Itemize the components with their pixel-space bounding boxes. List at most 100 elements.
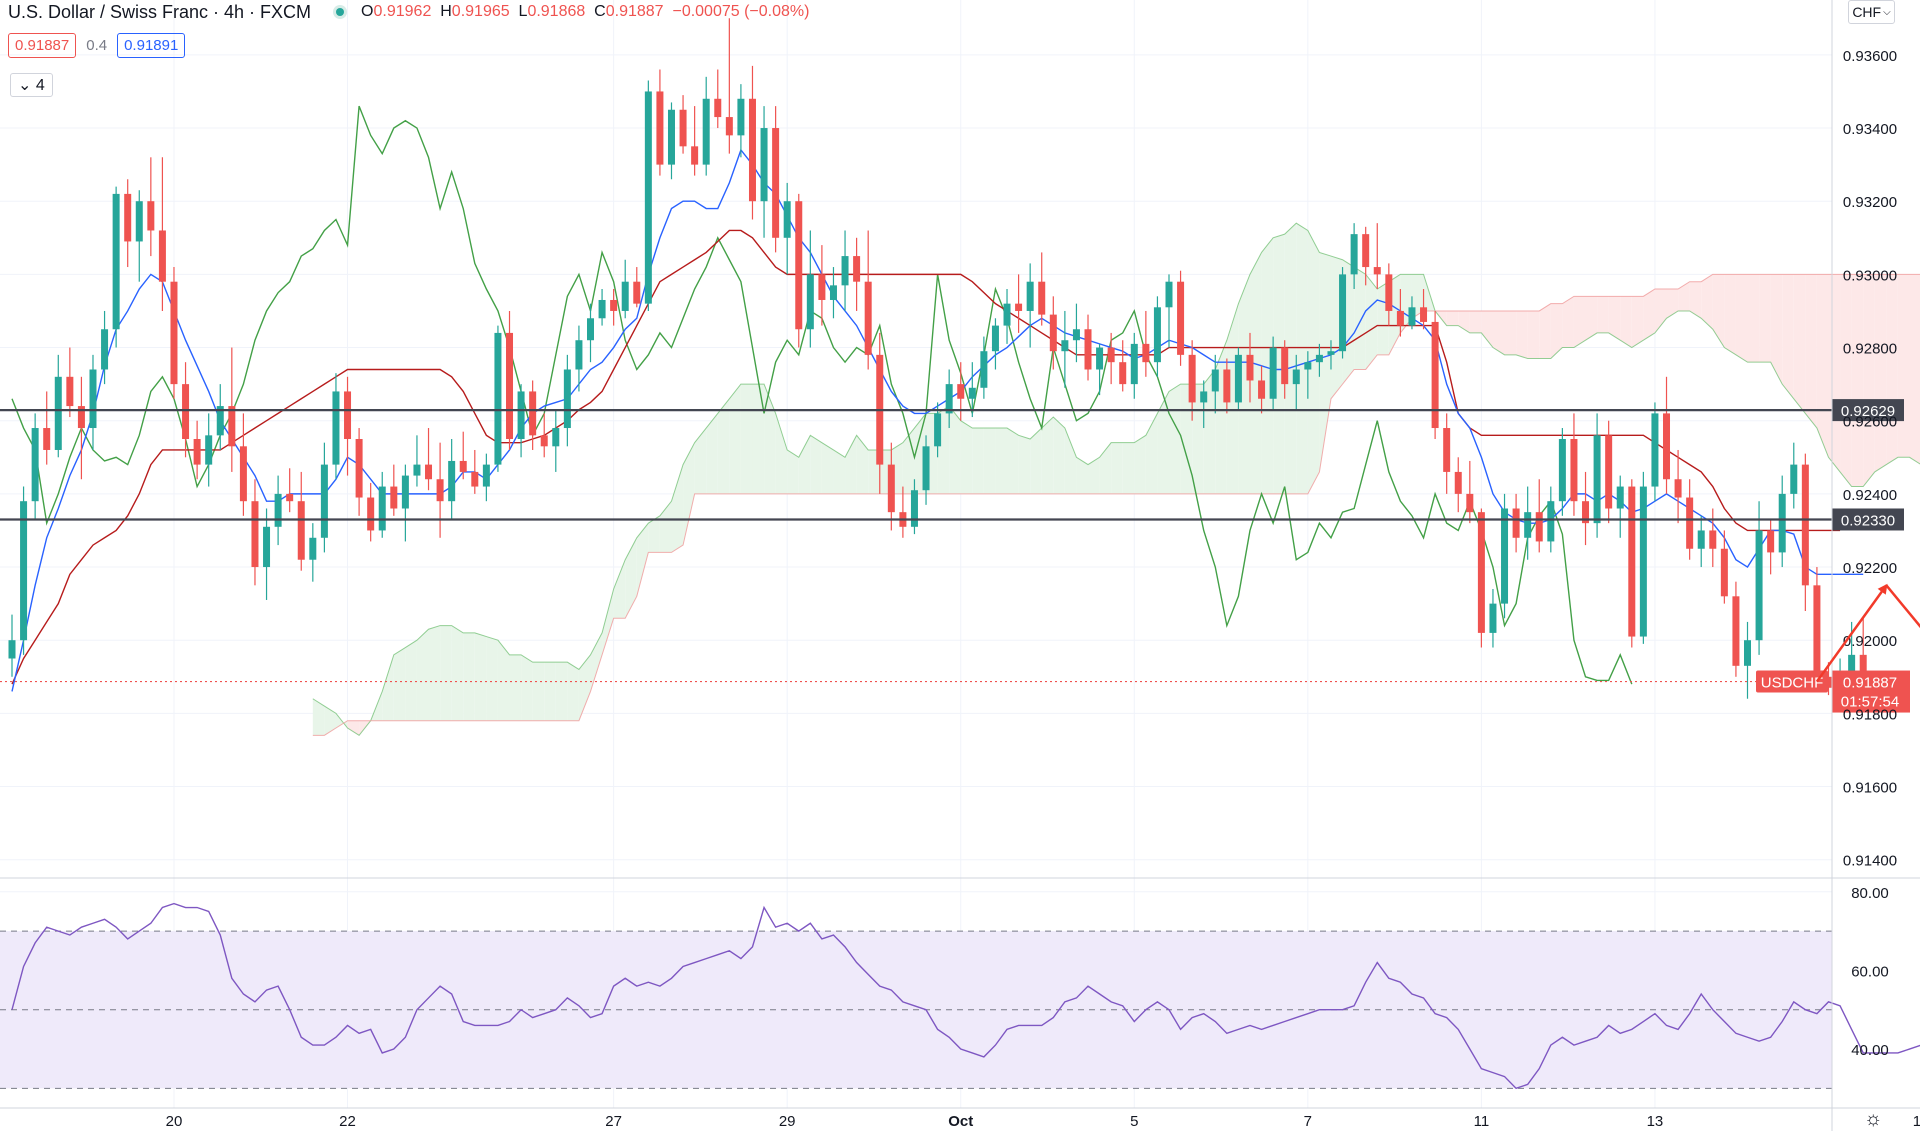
- candle-body: [829, 285, 837, 300]
- cloud-segment: [1712, 274, 1725, 348]
- candle-body: [101, 329, 109, 370]
- cloud-segment: [1735, 274, 1748, 363]
- current-price-label: 0.91887: [1843, 675, 1897, 692]
- candle: [1790, 442, 1798, 509]
- candle: [1801, 453, 1809, 611]
- candle: [1003, 289, 1011, 344]
- candle: [957, 362, 965, 421]
- candle: [864, 230, 872, 370]
- cloud-segment: [1088, 457, 1100, 494]
- candle-body: [193, 439, 201, 465]
- candle-body: [760, 128, 768, 202]
- time-tick-label: 22: [339, 1113, 356, 1130]
- candle-body: [1732, 596, 1740, 666]
- candle: [633, 267, 641, 308]
- candlestick-series[interactable]: [8, 18, 1867, 707]
- cloud-segment: [602, 588, 614, 655]
- candle-body: [251, 501, 259, 568]
- cloud-segment: [486, 636, 498, 721]
- cloud-segment: [1539, 303, 1551, 359]
- buy-button[interactable]: 0.91891: [117, 33, 186, 58]
- symbol-title[interactable]: U.S. Dollar / Swiss Franc · 4h · FXCM: [8, 1, 312, 22]
- candle-body: [1466, 493, 1474, 513]
- cloud-segment: [1701, 274, 1713, 330]
- sell-button[interactable]: 0.91887: [8, 33, 77, 58]
- cloud-segment: [1793, 274, 1806, 414]
- projection-arrows[interactable]: [1815, 583, 1920, 753]
- candle: [1142, 310, 1150, 377]
- horizontal-levels[interactable]: 0.92629 0.92330 USDCHF 0.91887 01:57:54: [0, 399, 1910, 713]
- candle-body: [494, 332, 502, 465]
- candle: [1813, 567, 1821, 685]
- candle-body: [401, 475, 409, 509]
- candle-body: [1234, 354, 1242, 403]
- candle: [1501, 493, 1509, 619]
- candle: [1489, 588, 1497, 648]
- cloud-segment: [1620, 296, 1632, 348]
- candle-body: [286, 493, 294, 502]
- candle: [1755, 501, 1763, 655]
- cloud-segment: [798, 435, 811, 494]
- candle-body: [737, 98, 745, 136]
- candle-body: [89, 369, 97, 429]
- candle: [448, 439, 456, 520]
- cloud-segment: [1585, 296, 1598, 341]
- candle: [112, 186, 120, 348]
- currency-menu[interactable]: CHF ⌵: [1848, 0, 1895, 24]
- candle-body: [621, 281, 629, 311]
- cloud-segment: [1492, 310, 1505, 355]
- indicators-collapse-button[interactable]: ⌄ 4: [10, 73, 53, 97]
- candle: [1084, 314, 1092, 381]
- candle-body: [1177, 281, 1185, 355]
- candle-body: [1697, 530, 1705, 549]
- candle: [205, 413, 213, 487]
- candle-body: [644, 91, 652, 304]
- cloud-segment: [1724, 274, 1736, 355]
- candle: [760, 106, 768, 238]
- candle-body: [725, 117, 733, 136]
- candle: [853, 237, 861, 311]
- cloud-segment: [671, 464, 684, 553]
- cloud-segment: [578, 654, 591, 721]
- candle-body: [714, 98, 722, 118]
- cloud-segment: [1018, 435, 1031, 494]
- candle-body: [1408, 307, 1416, 326]
- candle-body: [1153, 307, 1161, 363]
- candle-body: [1003, 303, 1011, 326]
- candle-body: [1165, 281, 1173, 308]
- candle: [887, 442, 895, 531]
- candle-body: [702, 98, 710, 165]
- candle: [575, 325, 583, 392]
- candle-body: [1443, 428, 1451, 472]
- candle-body: [1639, 486, 1647, 637]
- candle: [344, 376, 352, 476]
- candle-body: [1744, 640, 1751, 666]
- candle: [1744, 621, 1751, 699]
- cloud-segment: [1481, 310, 1493, 348]
- candle: [795, 193, 803, 348]
- time-tick-label: 20: [166, 1113, 183, 1130]
- candle: [910, 479, 918, 535]
- candle: [980, 336, 988, 399]
- candle-body: [1501, 508, 1509, 604]
- candle: [89, 354, 97, 450]
- candle: [1339, 267, 1347, 359]
- candle-body: [506, 332, 514, 439]
- settings-gear-icon[interactable]: ☼: [1864, 1108, 1883, 1130]
- candle-body: [1049, 314, 1057, 352]
- candle: [1315, 343, 1323, 377]
- candle-body: [1535, 512, 1543, 542]
- cloud-segment: [1053, 417, 1065, 494]
- candle-body: [1813, 585, 1821, 677]
- candle-body: [158, 230, 166, 282]
- candle: [679, 95, 687, 154]
- candle: [147, 157, 155, 257]
- candle: [1385, 263, 1393, 326]
- rsi-tick-label: 60.00: [1851, 963, 1889, 980]
- candle: [1396, 289, 1404, 337]
- candle: [54, 354, 62, 458]
- candle-body: [1859, 654, 1867, 685]
- candle: [320, 442, 328, 553]
